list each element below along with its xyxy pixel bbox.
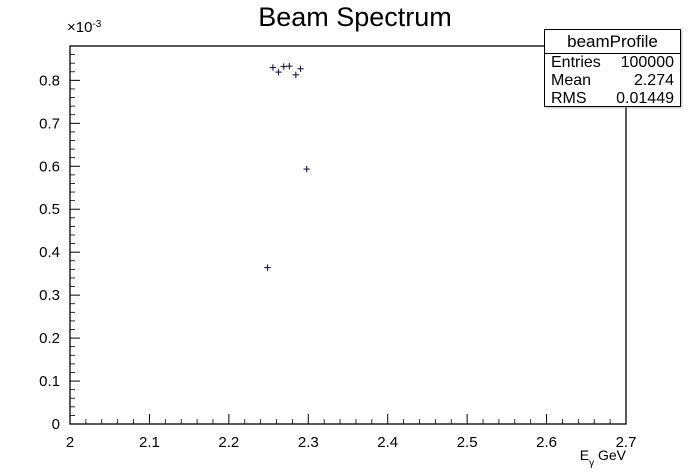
svg-text:0: 0 <box>52 416 60 433</box>
svg-text:0.3: 0.3 <box>39 287 60 304</box>
svg-text:0.2: 0.2 <box>39 330 60 347</box>
svg-text:2.5: 2.5 <box>457 434 478 451</box>
svg-text:0.7: 0.7 <box>39 115 60 132</box>
svg-text:2.2: 2.2 <box>218 434 239 451</box>
svg-text:0.5: 0.5 <box>39 201 60 218</box>
svg-text:0.6: 0.6 <box>39 158 60 175</box>
svg-text:2.3: 2.3 <box>298 434 319 451</box>
svg-text:0.1: 0.1 <box>39 373 60 390</box>
svg-text:0.4: 0.4 <box>39 244 60 261</box>
svg-text:2.4: 2.4 <box>377 434 398 451</box>
svg-text:2.6: 2.6 <box>536 434 557 451</box>
svg-text:2: 2 <box>66 434 74 451</box>
svg-text:0.8: 0.8 <box>39 72 60 89</box>
svg-text:2.1: 2.1 <box>139 434 160 451</box>
svg-text:×10-3: ×10-3 <box>67 19 102 37</box>
svg-text:Eγ GeV: Eγ GeV <box>580 447 627 469</box>
